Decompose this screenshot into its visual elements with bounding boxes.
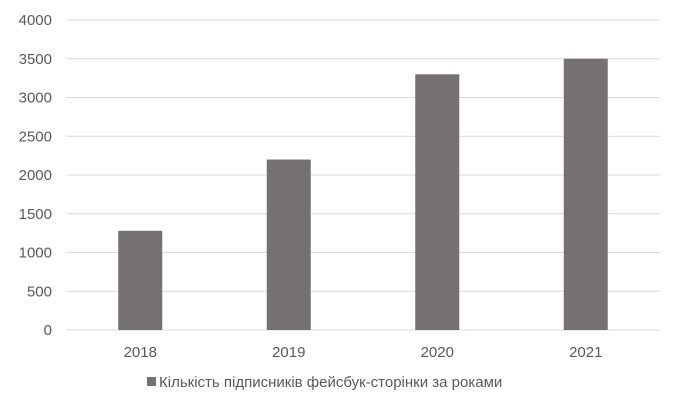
- y-tick-label: 0: [44, 322, 52, 339]
- x-tick-label-2020: 2020: [421, 344, 454, 361]
- bar-2020: [415, 74, 460, 330]
- y-tick-label: 2000: [19, 167, 52, 184]
- bar-2021: [563, 58, 608, 330]
- y-tick-label: 500: [27, 283, 52, 300]
- legend-swatch: [147, 377, 156, 386]
- y-tick-label: 2500: [19, 128, 52, 145]
- bar-2018: [118, 230, 163, 330]
- bars: [118, 58, 608, 330]
- legend-label: Кількість підписників фейсбук-сторінки з…: [159, 374, 502, 391]
- x-tick-label-2018: 2018: [124, 344, 157, 361]
- y-tick-label: 1000: [19, 245, 52, 262]
- x-tick-label-2019: 2019: [272, 344, 305, 361]
- x-tick-label-2021: 2021: [569, 344, 602, 361]
- y-axis-tick-labels: 0 500 1000 1500 2000 2500 3000 3500 4000: [19, 12, 52, 339]
- y-tick-label: 3500: [19, 51, 52, 68]
- legend: Кількість підписників фейсбук-сторінки з…: [147, 374, 502, 391]
- y-tick-label: 4000: [19, 12, 52, 29]
- bar-2019: [266, 159, 311, 330]
- y-tick-label: 1500: [19, 206, 52, 223]
- y-tick-label: 3000: [19, 90, 52, 107]
- gridlines: [66, 19, 660, 331]
- x-axis-tick-labels: 2018 2019 2020 2021: [124, 344, 603, 361]
